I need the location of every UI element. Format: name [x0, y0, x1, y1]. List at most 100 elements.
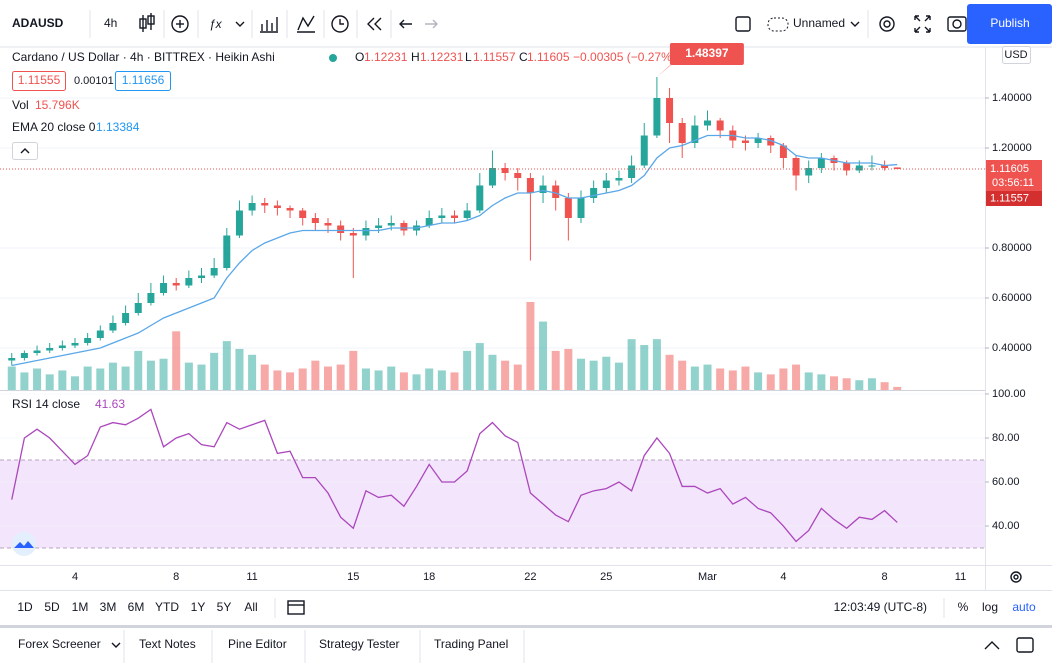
volume-bar — [627, 339, 636, 390]
change: −0.00305 (−0.27%) — [573, 50, 676, 64]
compare-icon[interactable] — [297, 15, 315, 33]
tab[interactable]: Trading Panel — [434, 637, 508, 651]
volume-bar — [754, 372, 763, 390]
range-button[interactable]: 1M — [72, 600, 89, 614]
range-button[interactable]: 5Y — [217, 600, 232, 614]
close-label: C — [519, 50, 528, 64]
volume-bar — [564, 348, 573, 390]
settings-icon[interactable] — [879, 16, 895, 32]
candle-body — [754, 138, 762, 143]
dropdown-icon[interactable] — [850, 21, 860, 27]
log-toggle[interactable]: log — [982, 600, 998, 614]
volume-value: 15.796K — [35, 98, 80, 112]
volume-bar — [33, 368, 42, 390]
candle-body — [526, 178, 534, 193]
candle-body — [514, 173, 522, 178]
volume-bar — [146, 360, 155, 390]
volume-bar — [71, 376, 79, 390]
volume-bar — [551, 350, 560, 390]
candle-body — [160, 283, 168, 293]
snapshot-icon[interactable] — [947, 16, 967, 32]
add-indicator-icon[interactable] — [171, 15, 189, 33]
range-button[interactable]: 5D — [44, 600, 60, 614]
volume-bar — [58, 370, 67, 390]
replay-icon[interactable] — [367, 17, 382, 31]
fx-icon[interactable]: ƒx — [209, 17, 223, 31]
publish-button[interactable] — [967, 4, 1052, 44]
x-tick-label: 4 — [780, 571, 786, 583]
volume-bar — [450, 372, 459, 390]
candle-body — [349, 233, 357, 236]
interval[interactable]: 4h — [104, 16, 117, 30]
y-tick-label: 0.40000 — [992, 342, 1032, 354]
fullscreen-box-icon[interactable] — [735, 16, 751, 32]
ask-box[interactable] — [115, 71, 171, 91]
axis-settings-icon[interactable] — [1010, 571, 1022, 583]
x-tick-label: 11 — [246, 571, 257, 583]
candle-body — [33, 350, 41, 353]
layout-name[interactable]: Unnamed — [793, 16, 845, 30]
candles-icon[interactable] — [139, 13, 155, 32]
range-button[interactable]: 3M — [100, 600, 117, 614]
dropdown-icon[interactable] — [111, 642, 121, 648]
clock[interactable]: 12:03:49 (UTC-8) — [834, 600, 927, 614]
last-price: 1.11605 — [990, 163, 1029, 175]
ask[interactable]: 1.11656 — [122, 73, 165, 87]
collapse-icon[interactable] — [20, 148, 30, 154]
volume-bar — [45, 374, 54, 390]
dropdown-icon[interactable] — [235, 21, 245, 27]
tab[interactable]: Forex Screener — [18, 637, 101, 651]
bid[interactable]: 1.11555 — [18, 73, 61, 87]
x-tick-label: Mar — [698, 571, 717, 583]
volume-bar — [577, 358, 585, 390]
volume-bar — [425, 368, 434, 390]
currency[interactable]: USD — [1004, 49, 1027, 61]
symbol[interactable]: ADAUSD — [12, 16, 64, 30]
tab[interactable]: Text Notes — [139, 637, 196, 651]
candle-body — [691, 125, 699, 143]
range-button[interactable]: All — [244, 600, 257, 614]
x-tick-label: 25 — [600, 571, 612, 583]
currency-box[interactable] — [1002, 46, 1031, 64]
undo-icon[interactable] — [399, 19, 412, 29]
bid-box[interactable] — [12, 71, 66, 91]
alert-icon[interactable] — [331, 15, 349, 33]
tab[interactable]: Strategy Tester — [319, 637, 399, 651]
volume-label: Vol — [12, 98, 29, 112]
x-tick-label: 8 — [882, 571, 888, 583]
goto-date-icon[interactable] — [287, 600, 305, 615]
y-tick-label: 0.80000 — [992, 242, 1032, 254]
bars-icon[interactable] — [260, 17, 278, 33]
range-button[interactable]: YTD — [155, 600, 179, 614]
collapse-button[interactable] — [12, 142, 38, 160]
candle-body — [122, 313, 130, 323]
volume-bar — [412, 374, 421, 390]
high-callout: 1.48397 — [685, 46, 729, 60]
range-button[interactable]: 1D — [17, 600, 33, 614]
range-button[interactable]: 1Y — [191, 600, 206, 614]
volume-bar — [792, 364, 801, 390]
y-tick-label: 40.00 — [992, 520, 1020, 532]
redo-icon[interactable] — [425, 19, 438, 29]
maximize-panel-icon[interactable] — [984, 641, 1000, 650]
publish-label[interactable]: Publish — [990, 16, 1029, 30]
y-tick-label: 0.60000 — [992, 292, 1032, 304]
fullscreen-icon[interactable] — [914, 15, 931, 33]
range-button[interactable]: 6M — [128, 600, 145, 614]
tab[interactable]: Pine Editor — [228, 637, 287, 651]
candle-body — [400, 223, 408, 231]
candle-body — [552, 185, 560, 198]
cloud-icon[interactable] — [767, 17, 789, 32]
volume-bar — [298, 368, 307, 390]
auto-toggle[interactable]: auto — [1012, 600, 1036, 614]
open-label: O — [355, 50, 364, 64]
y-tick-label: 1.40000 — [992, 92, 1032, 104]
volume-bar — [172, 331, 181, 390]
candle-body — [741, 140, 749, 143]
volume-bar — [526, 302, 535, 390]
panel-icon[interactable] — [1016, 637, 1034, 653]
volume-bar — [121, 366, 130, 390]
volume-bar — [614, 362, 623, 390]
percent-toggle[interactable]: % — [958, 600, 969, 614]
candle-body — [223, 235, 231, 268]
